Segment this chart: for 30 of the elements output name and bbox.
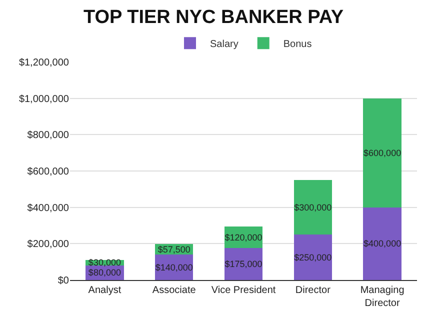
data-label: $400,000 [364,238,402,249]
y-tick-label: $0 [58,276,70,286]
data-label: $80,000 [88,268,121,278]
data-label: $250,000 [294,252,332,262]
chart-title: TOP TIER NYC BANKER PAY [83,6,344,28]
bar [294,234,332,280]
data-label: $30,000 [88,258,121,268]
data-label: $600,000 [364,148,402,158]
data-label: $175,000 [224,259,262,270]
x-tick-label: Analyst [88,285,122,296]
bar [363,207,402,280]
data-label: $140,000 [155,262,193,272]
x-tick-label: Managing Director [360,285,404,309]
x-tick-label: Vice President [211,285,276,296]
y-tick-label: $1,000,000 [18,94,70,105]
y-tick-label: $600,000 [27,166,70,178]
data-label: $120,000 [224,232,262,242]
data-label: $57,500 [158,244,190,254]
bar [294,180,332,235]
bar [224,248,263,280]
y-tick-label: $400,000 [27,202,70,214]
data-label: $300,000 [294,202,332,212]
y-tick-label: $800,000 [27,130,70,142]
legend-label: Salary [210,39,238,50]
x-tick-label: Associate [152,285,196,296]
y-tick-label: $200,000 [27,239,70,250]
bar [363,98,402,208]
x-tick-label: Director [295,285,332,296]
y-tick-label: $1,200,000 [18,58,70,68]
legend-label: Bonus [283,39,312,50]
